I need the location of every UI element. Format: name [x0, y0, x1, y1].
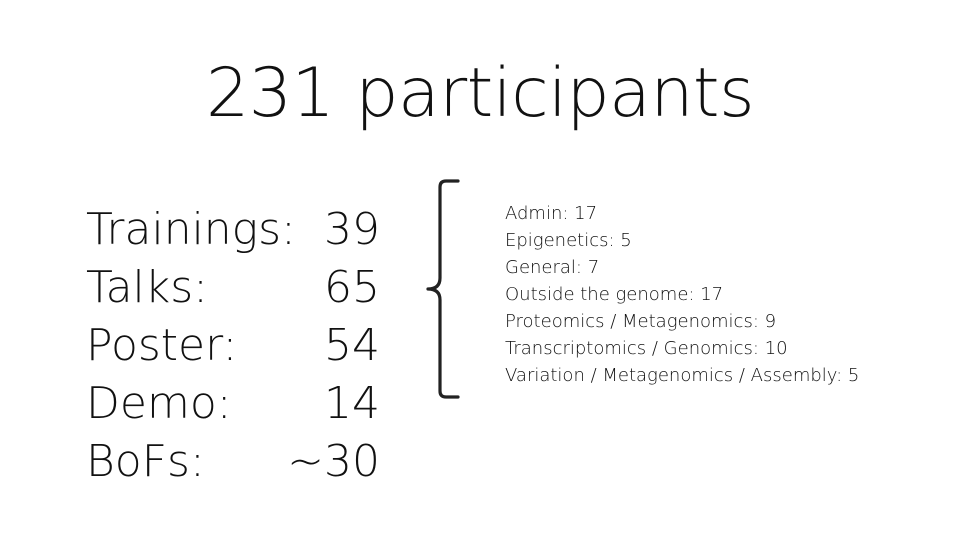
stat-value: 14 [324, 378, 380, 429]
stat-label: BoFs: [86, 436, 205, 487]
curly-brace [426, 179, 460, 399]
stat-value: ~30 [287, 436, 380, 487]
stats-list: Trainings: 39 Talks: 65 Poster: 54 Demo:… [86, 201, 386, 491]
stat-label: Demo: [86, 378, 232, 429]
slide-title: 231 participants [205, 54, 755, 133]
stat-row-talks: Talks: 65 [86, 259, 386, 317]
talk-tracks-list: Admin: 17 Epigenetics: 5 General: 7 Outs… [505, 200, 945, 389]
stat-value: 54 [324, 320, 380, 371]
stat-label: Poster: [86, 320, 238, 371]
list-item: Transcriptomics / Genomics: 10 [505, 338, 788, 359]
stat-row-poster: Poster: 54 [86, 317, 386, 375]
stat-label: Talks: [86, 262, 209, 313]
list-item: Admin: 17 [505, 203, 598, 224]
stat-value: 65 [324, 262, 380, 313]
list-item: Outside the genome: 17 [505, 284, 724, 305]
list-item: Proteomics / Metagenomics: 9 [505, 311, 777, 332]
stat-row-bofs: BoFs: ~30 [86, 433, 386, 491]
stat-value: 39 [324, 204, 380, 255]
list-item: Variation / Metagenomics / Assembly: 5 [505, 365, 860, 386]
stat-row-trainings: Trainings: 39 [86, 201, 386, 259]
list-item: Epigenetics: 5 [505, 230, 632, 251]
stat-label: Trainings: [86, 204, 296, 255]
stat-row-demo: Demo: 14 [86, 375, 386, 433]
list-item: General: 7 [505, 257, 600, 278]
